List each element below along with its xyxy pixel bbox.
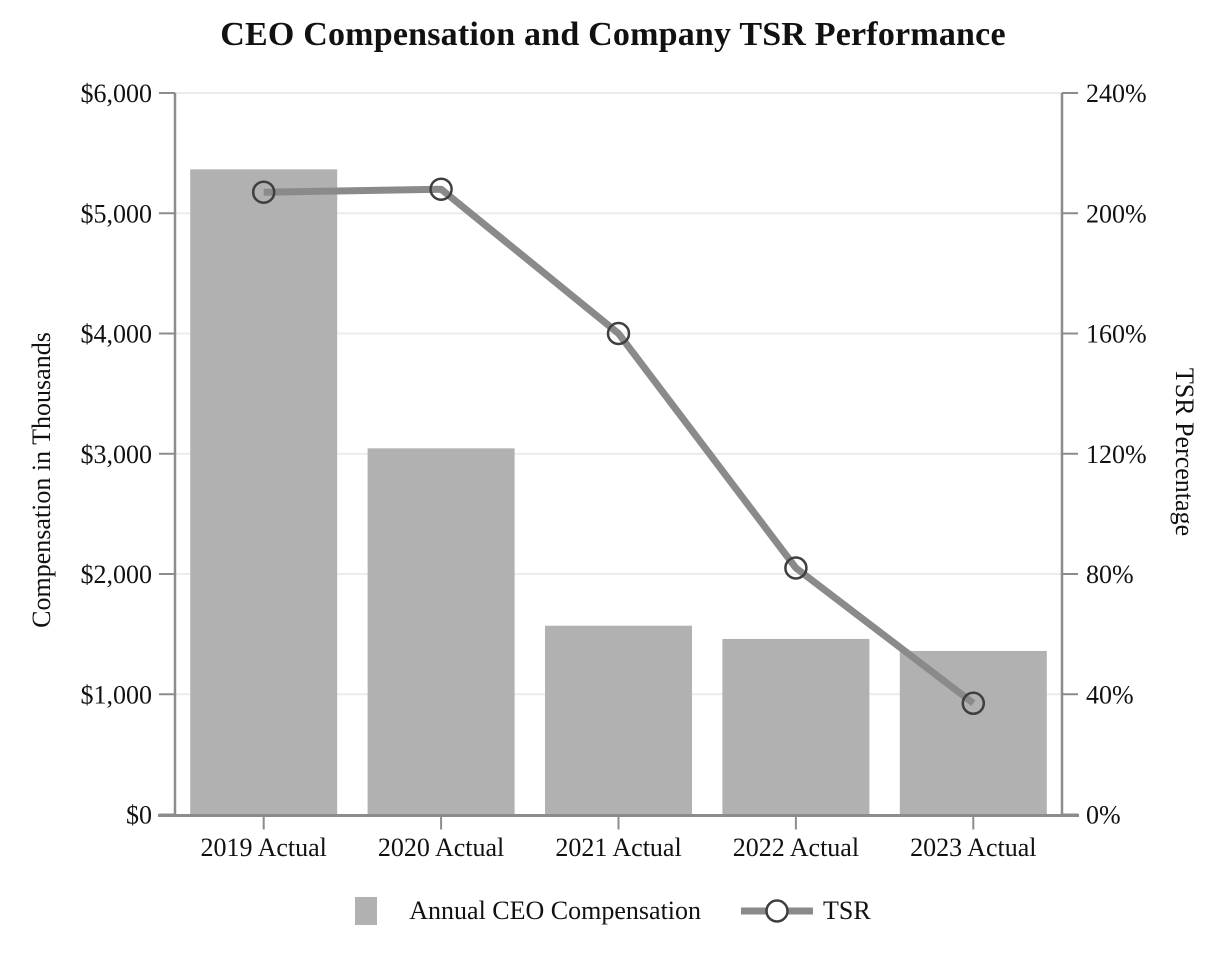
legend: Annual CEO Compensation TSR: [0, 896, 1226, 926]
left-axis-tick-label: $4,000: [81, 320, 153, 349]
line-swatch: [741, 899, 814, 923]
right-axis-tick-label: 120%: [1086, 440, 1147, 469]
left-axis-tick-label: $6,000: [81, 79, 153, 108]
right-axis-tick-label: 240%: [1086, 79, 1147, 108]
legend-label-tsr: TSR: [823, 896, 871, 925]
left-axis-tick-label: $2,000: [81, 560, 153, 589]
x-axis-label: 2020 Actual: [378, 833, 504, 862]
right-axis-title: TSR Percentage: [1170, 367, 1199, 537]
legend-marker-icon: [765, 899, 789, 923]
chart-title: CEO Compensation and Company TSR Perform…: [220, 16, 1006, 53]
right-axis-tick-label: 200%: [1086, 199, 1147, 228]
bar-swatch: [355, 897, 378, 925]
bar-2021-actual: [545, 625, 692, 815]
tsr-marker-2023-actual: [961, 691, 986, 716]
left-axis-tick-label: $1,000: [81, 680, 153, 709]
bar-2023-actual: [899, 650, 1047, 815]
legend-item-tsr: TSR: [740, 896, 871, 926]
left-axis-tick-label: $0: [126, 801, 152, 830]
x-axis-label: 2019 Actual: [201, 833, 327, 862]
right-axis-tick-label: 0%: [1086, 801, 1121, 830]
tsr-marker-2020-actual: [429, 177, 453, 201]
left-axis-tick-label: $3,000: [81, 440, 153, 469]
right-axis-tick-label: 40%: [1086, 680, 1134, 709]
tsr-line: [263, 185, 976, 707]
chart-canvas: $0 $1,000 $2,000 $3,000 $4,000 $5,000 $6,000 0%…: [81, 79, 1147, 862]
x-axis-label: 2023 Actual: [910, 833, 1036, 862]
legend-label-compensation: Annual CEO Compensation: [409, 896, 702, 925]
bar-2022-actual: [722, 638, 870, 815]
right-axis-tick-label: 160%: [1086, 320, 1147, 349]
bar-2020-actual: [367, 448, 515, 815]
left-axis-tick-label: $5,000: [81, 199, 153, 228]
tsr-marker-2019-actual: [251, 180, 276, 204]
x-axis-label: 2021 Actual: [555, 833, 681, 862]
left-axis-title: Compensation in Thousands: [27, 332, 56, 628]
x-axis-label: 2022 Actual: [733, 833, 859, 862]
right-axis-tick-label: 80%: [1086, 560, 1134, 589]
tsr-marker-2021-actual: [606, 321, 631, 346]
tsr-marker-2022-actual: [784, 556, 808, 580]
bar-2019-actual: [190, 169, 338, 815]
legend-item-compensation: Annual CEO Compensation: [355, 896, 701, 926]
